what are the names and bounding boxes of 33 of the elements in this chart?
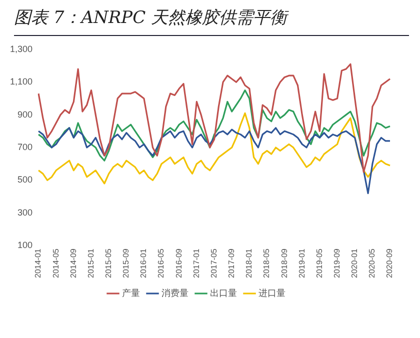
y-tick-label: 100 [17, 240, 33, 250]
x-tick-label: 2016-01 [139, 248, 148, 278]
x-tick-label: 2017-09 [227, 248, 236, 278]
y-tick-label: 500 [17, 174, 33, 185]
legend-label: 进口量 [258, 288, 286, 298]
x-tick-label: 2016-05 [156, 248, 166, 278]
x-tick-label: 2018-01 [244, 248, 254, 278]
x-tick-label: 2020-05 [368, 248, 377, 278]
y-tick-label: 700 [17, 142, 33, 152]
x-tick-label: 2018-05 [262, 248, 272, 278]
x-tick-label: 2015-05 [104, 248, 114, 278]
x-tick-label: 2016-09 [174, 248, 184, 278]
x-tick-label: 2017-05 [209, 248, 218, 278]
x-tick-label: 2020-09 [385, 248, 394, 278]
y-tick-label: 900 [17, 109, 33, 120]
legend-label: 消费量 [162, 288, 188, 298]
x-tick-label: 2014-05 [51, 248, 60, 278]
x-tick-label: 2019-09 [332, 248, 342, 278]
y-tick-label: 300 [17, 207, 33, 218]
x-tick-label: 2015-01 [86, 248, 96, 278]
x-tick-label: 2019-05 [314, 248, 324, 278]
x-tick-label: 2015-09 [122, 248, 131, 278]
x-tick-label: 2014-01 [34, 248, 43, 278]
legend-label: 产量 [122, 288, 140, 298]
x-tick-label: 2018-09 [280, 248, 289, 278]
y-tick-label: 1,100 [10, 76, 33, 87]
legend-label: 出口量 [210, 288, 237, 298]
x-tick-label: 2014-09 [68, 248, 78, 278]
x-tick-label: 2020-01 [350, 248, 360, 278]
x-tick-label: 2019-01 [297, 248, 306, 278]
y-tick-label: 1,300 [10, 44, 33, 54]
x-tick-label: 2017-01 [192, 248, 201, 278]
chart-title: 图表 7：ANRPC 天然橡胶供需平衡 [14, 6, 409, 36]
